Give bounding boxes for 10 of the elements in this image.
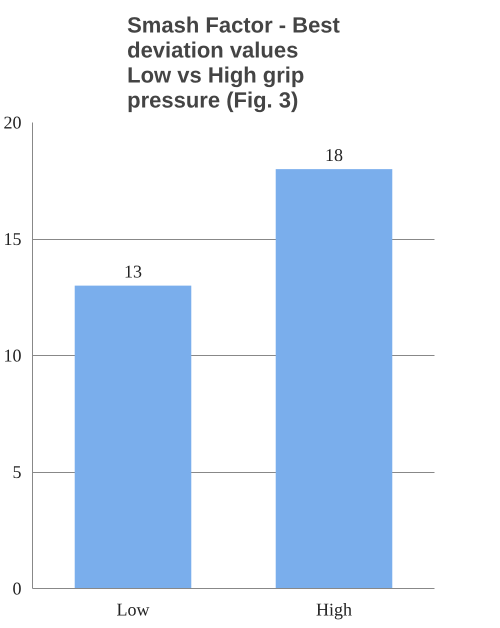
chart-title: Smash Factor - Best deviation values Low vs High grip pressure (Fig. 3) (127, 12, 341, 112)
y-tick-label: 5 (12, 462, 22, 482)
y-tick-label: 20 (4, 112, 22, 132)
data-label: 13 (124, 262, 142, 282)
x-tick-label: High (316, 600, 352, 620)
y-tick-label: 10 (4, 346, 22, 366)
y-tick-label: 15 (4, 229, 22, 249)
x-tick-label: Low (116, 600, 150, 620)
data-label: 18 (325, 145, 343, 166)
y-tick-label: 0 (12, 578, 22, 598)
